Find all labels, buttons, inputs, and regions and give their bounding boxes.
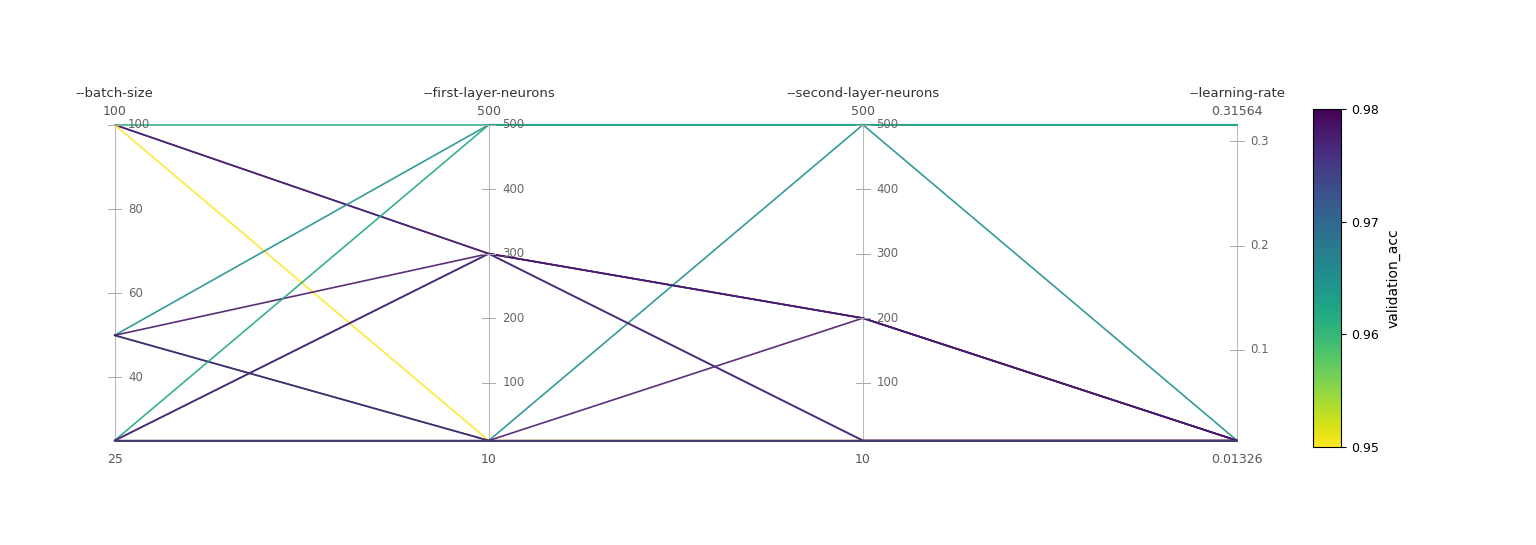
Text: 10: 10 bbox=[481, 453, 496, 466]
Text: --second-layer-neurons: --second-layer-neurons bbox=[786, 87, 940, 100]
Text: 300: 300 bbox=[877, 247, 899, 260]
Text: 300: 300 bbox=[502, 247, 524, 260]
Text: 500: 500 bbox=[476, 106, 501, 118]
Text: 10: 10 bbox=[856, 453, 871, 466]
Text: 100: 100 bbox=[877, 376, 899, 389]
Text: 100: 100 bbox=[103, 106, 126, 118]
Text: 0.3: 0.3 bbox=[1250, 135, 1269, 148]
Text: 0.01326: 0.01326 bbox=[1212, 453, 1263, 466]
Text: 25: 25 bbox=[106, 453, 123, 466]
Y-axis label: validation_acc: validation_acc bbox=[1387, 228, 1401, 328]
Text: 400: 400 bbox=[877, 183, 899, 196]
Text: --learning-rate: --learning-rate bbox=[1189, 87, 1286, 100]
Text: 60: 60 bbox=[127, 287, 143, 300]
Text: 100: 100 bbox=[127, 118, 151, 131]
Text: 200: 200 bbox=[502, 312, 524, 325]
Text: 0.2: 0.2 bbox=[1250, 239, 1269, 252]
Text: --first-layer-neurons: --first-layer-neurons bbox=[422, 87, 554, 100]
Text: 40: 40 bbox=[127, 371, 143, 384]
Text: 500: 500 bbox=[877, 118, 899, 131]
Text: 500: 500 bbox=[851, 106, 876, 118]
Text: 400: 400 bbox=[502, 183, 524, 196]
Text: 0.31564: 0.31564 bbox=[1212, 106, 1263, 118]
Text: 100: 100 bbox=[502, 376, 524, 389]
Text: --batch-size: --batch-size bbox=[75, 87, 154, 100]
Text: 200: 200 bbox=[877, 312, 899, 325]
Text: 0.1: 0.1 bbox=[1250, 343, 1269, 356]
Text: 500: 500 bbox=[502, 118, 524, 131]
Text: 80: 80 bbox=[127, 203, 143, 215]
